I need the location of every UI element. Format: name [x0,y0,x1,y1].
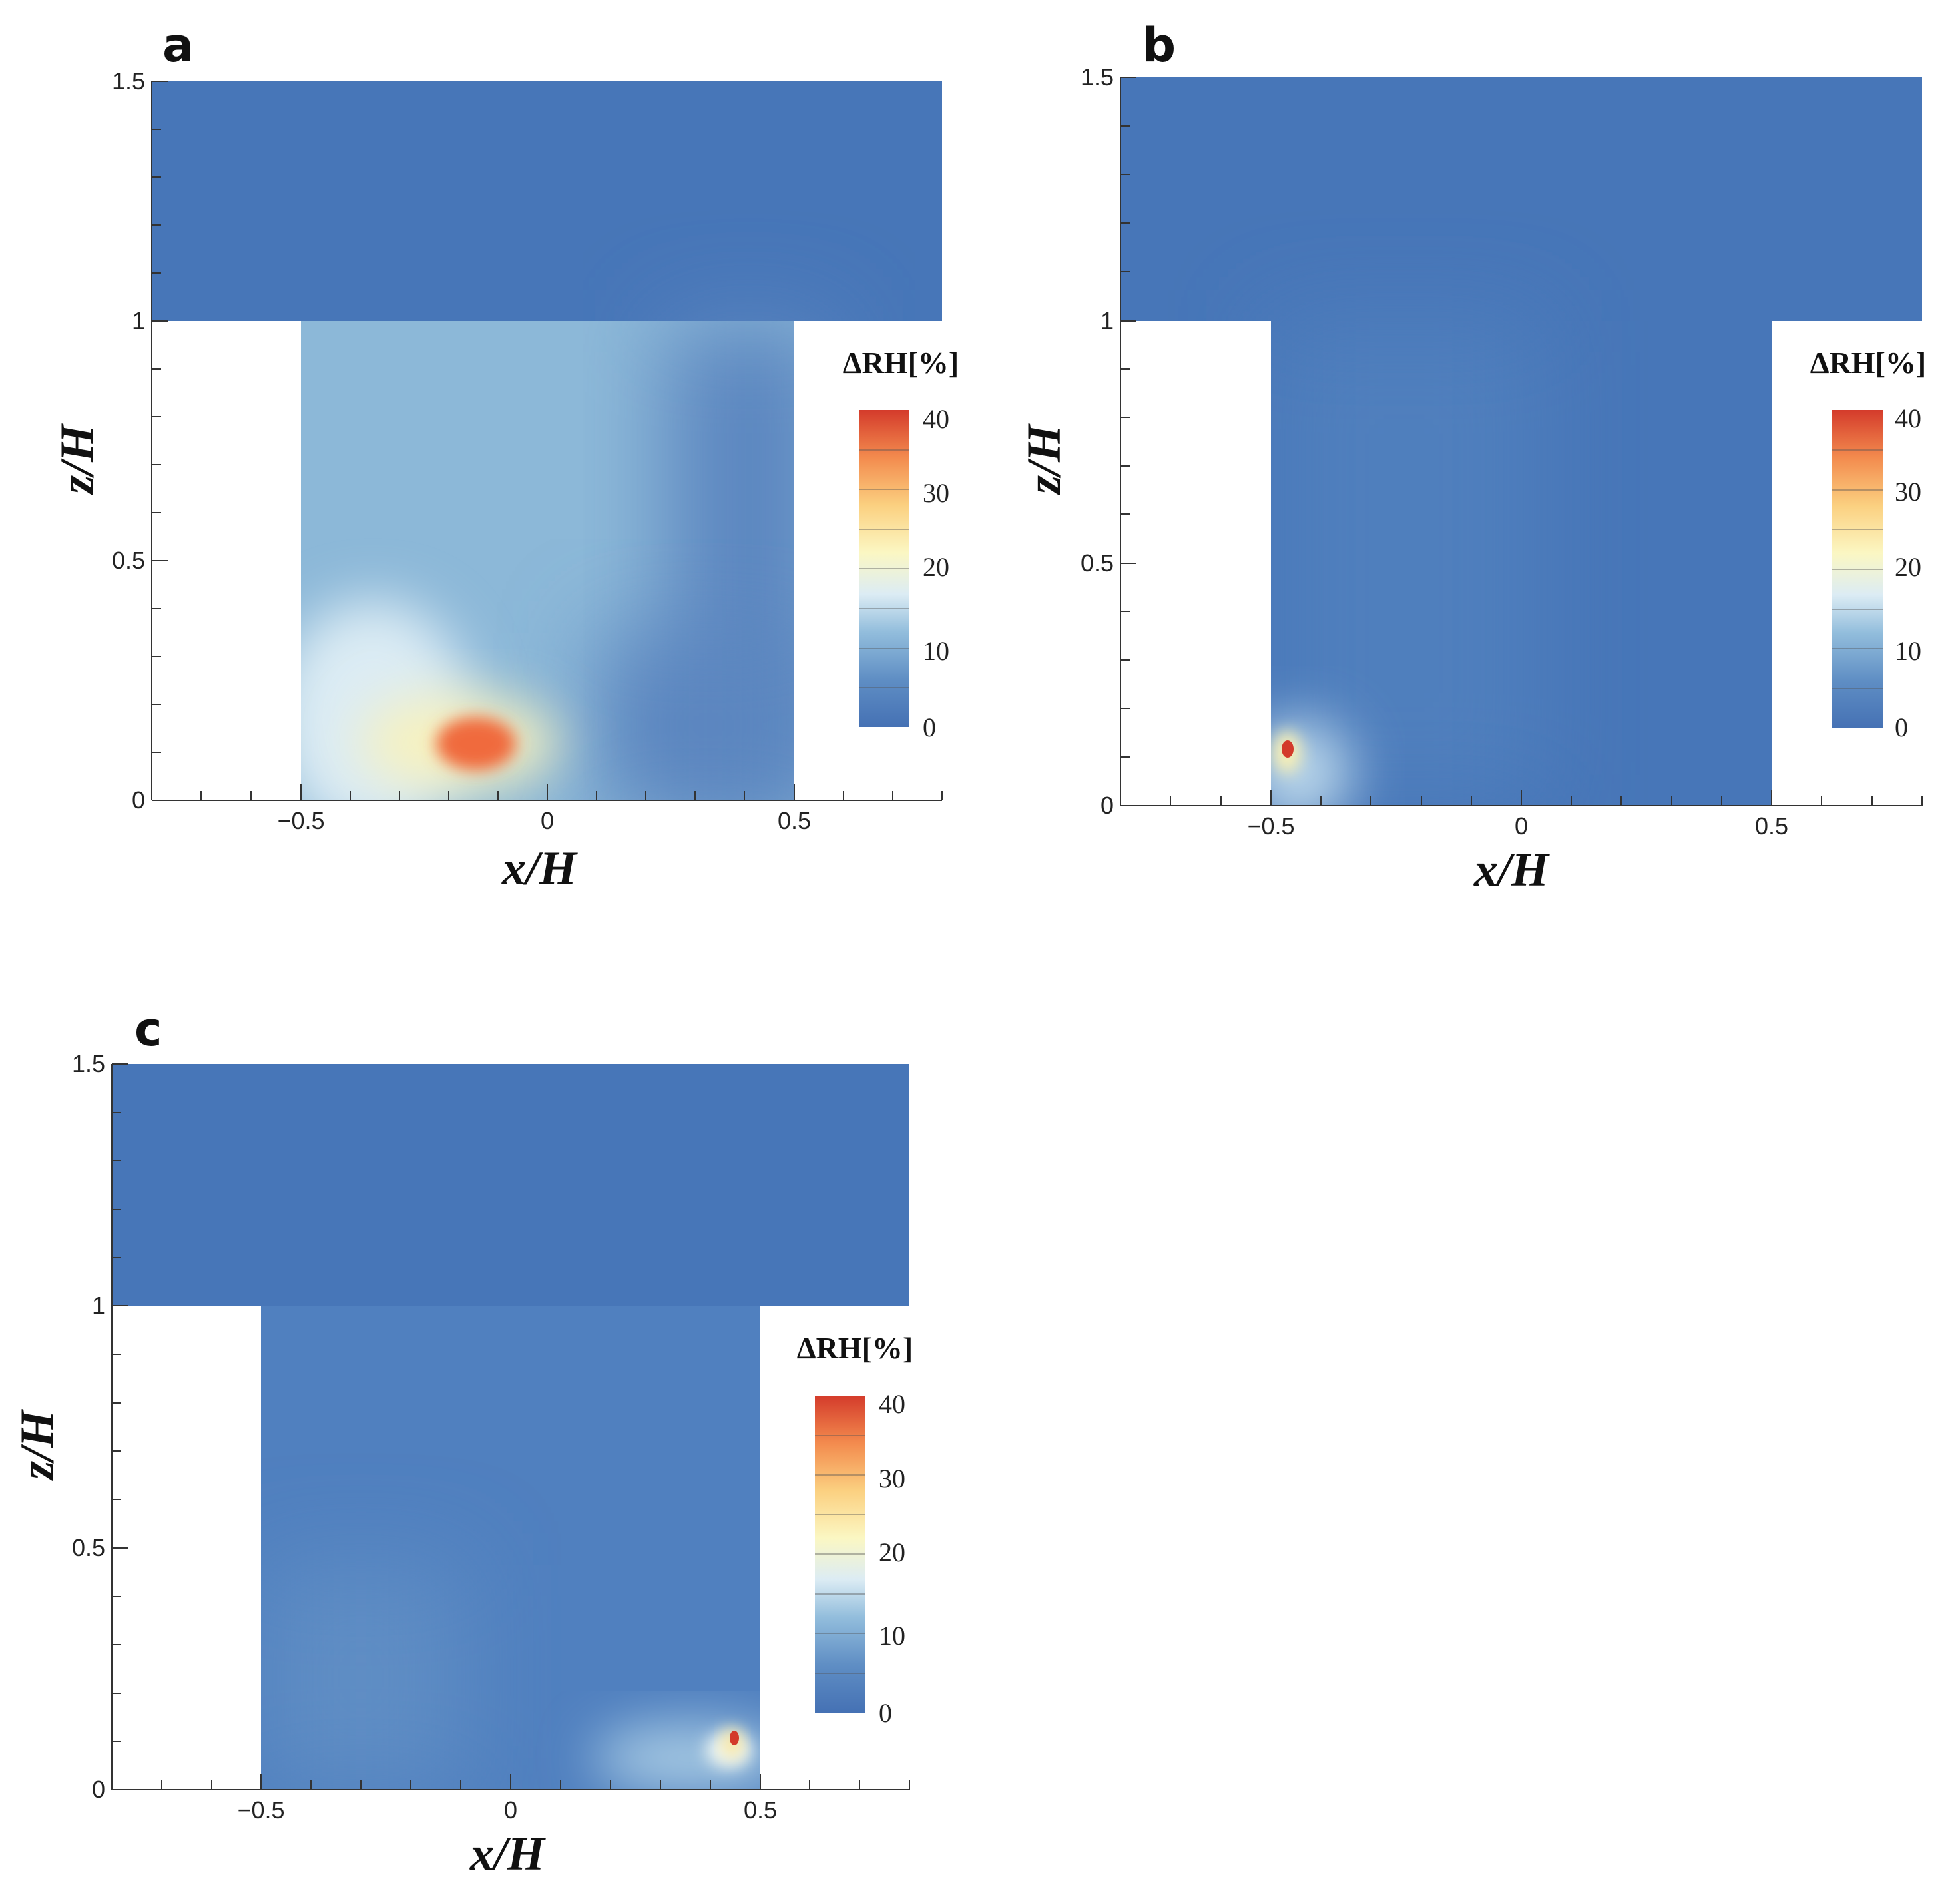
hotspot-b [1282,740,1294,758]
y-tick-label-a-0: 0 [132,786,145,814]
plume-b [1245,719,1351,806]
colorbar-levels-a [859,449,909,688]
bottom-right-gradient-a [599,633,812,800]
y-axis-title-a: z/H [51,423,104,496]
panel-c: c [11,1002,913,1880]
y-tick-label-c-0: 0 [92,1776,105,1803]
heatmap-c [112,1064,909,1790]
colorbar-tick-a-0: 0 [923,712,936,742]
colorbar-title-a: ΔRH[%] [843,346,959,380]
colorbar-a: ΔRH[%] 0 10 20 30 40 [843,346,959,742]
y-tick-label-b-2: 1 [1101,307,1114,334]
panel-b: b [1017,18,1926,896]
axes-c [111,1063,910,1790]
y-tick-label-a-1: 0.5 [112,547,145,574]
y-tick-label-b-3: 1.5 [1081,63,1114,91]
major-ticks-b [1120,77,1772,806]
hotspot-a [436,717,516,770]
x-minor-ticks-a [200,791,943,800]
y-tick-label-c-3: 1.5 [72,1050,105,1077]
colorbar-tick-a-1: 10 [923,636,949,666]
y-axis-title-c: z/H [11,1409,64,1482]
y-tick-label-c-2: 1 [92,1292,105,1319]
panel-label-c: c [134,1002,162,1057]
major-ticks-a [152,81,795,801]
colorbar-tick-b-0: 0 [1895,712,1908,742]
colorbar-c: ΔRH[%] 0 10 20 30 40 [797,1331,913,1728]
x-tick-label-b-0: −0.5 [1247,812,1294,840]
x-tick-label-a-1: 0 [541,807,554,834]
y-minor-ticks-c [112,1112,121,1742]
x-tick-label-b-1: 0 [1515,812,1528,840]
axes-a [151,81,943,801]
colorbar-b: ΔRH[%] 0 10 20 30 40 [1810,346,1926,742]
colorbar-tick-b-4: 40 [1895,404,1921,433]
y-axis-title-b: z/H [1017,423,1071,496]
y-tick-label-b-1: 0.5 [1081,549,1114,577]
x-axis-title-b: x/H [1473,843,1550,896]
y-minor-ticks-b [1120,125,1130,758]
colorbar-tick-c-1: 10 [879,1621,905,1651]
x-axis-title-a: x/H [501,842,578,895]
panel-a: a [51,18,959,895]
y-minor-ticks-a [152,129,161,753]
colorbar-tick-c-3: 30 [879,1464,905,1493]
x-tick-label-c-1: 0 [504,1796,517,1824]
colorbar-tick-a-2: 20 [923,552,949,582]
colorbar-title-b: ΔRH[%] [1810,346,1926,380]
heatmap-b [1120,77,1922,806]
colorbar-levels-b [1832,449,1883,689]
plume-c [593,1725,792,1790]
colorbar-tick-b-1: 10 [1895,636,1921,666]
colorbar-tick-a-3: 30 [923,478,949,508]
x-minor-ticks-c [161,1780,910,1790]
y-tick-label-a-3: 1.5 [112,67,145,95]
colorbar-tick-c-2: 20 [879,1537,905,1567]
x-axis-title-c: x/H [469,1827,546,1880]
x-tick-label-c-2: 0.5 [744,1796,777,1824]
colorbar-tick-c-4: 40 [879,1389,905,1419]
lower-left-gradient-c [261,1565,461,1790]
panel-label-a: a [162,18,194,73]
x-tick-label-a-2: 0.5 [778,807,811,834]
colorbar-tick-b-2: 20 [1895,552,1921,582]
x-minor-ticks-b [1170,796,1923,806]
y-tick-label-b-0: 0 [1101,792,1114,819]
colorbar-tick-b-3: 30 [1895,477,1921,507]
x-tick-label-a-0: −0.5 [277,807,324,834]
hotspot-c [730,1731,739,1745]
y-tick-label-c-1: 0.5 [72,1534,105,1561]
colorbar-tick-c-0: 0 [879,1698,892,1728]
heatmap-a [152,81,942,800]
y-tick-label-a-2: 1 [132,307,145,334]
major-ticks-c [112,1063,761,1790]
colorbar-tick-a-4: 40 [923,404,949,434]
x-tick-label-b-2: 0.5 [1755,812,1788,840]
colorbar-levels-c [815,1435,865,1674]
x-tick-label-c-0: −0.5 [237,1796,284,1824]
colorbar-title-c: ΔRH[%] [797,1331,913,1365]
panel-label-b: b [1142,18,1176,73]
axes-b [1120,77,1923,806]
